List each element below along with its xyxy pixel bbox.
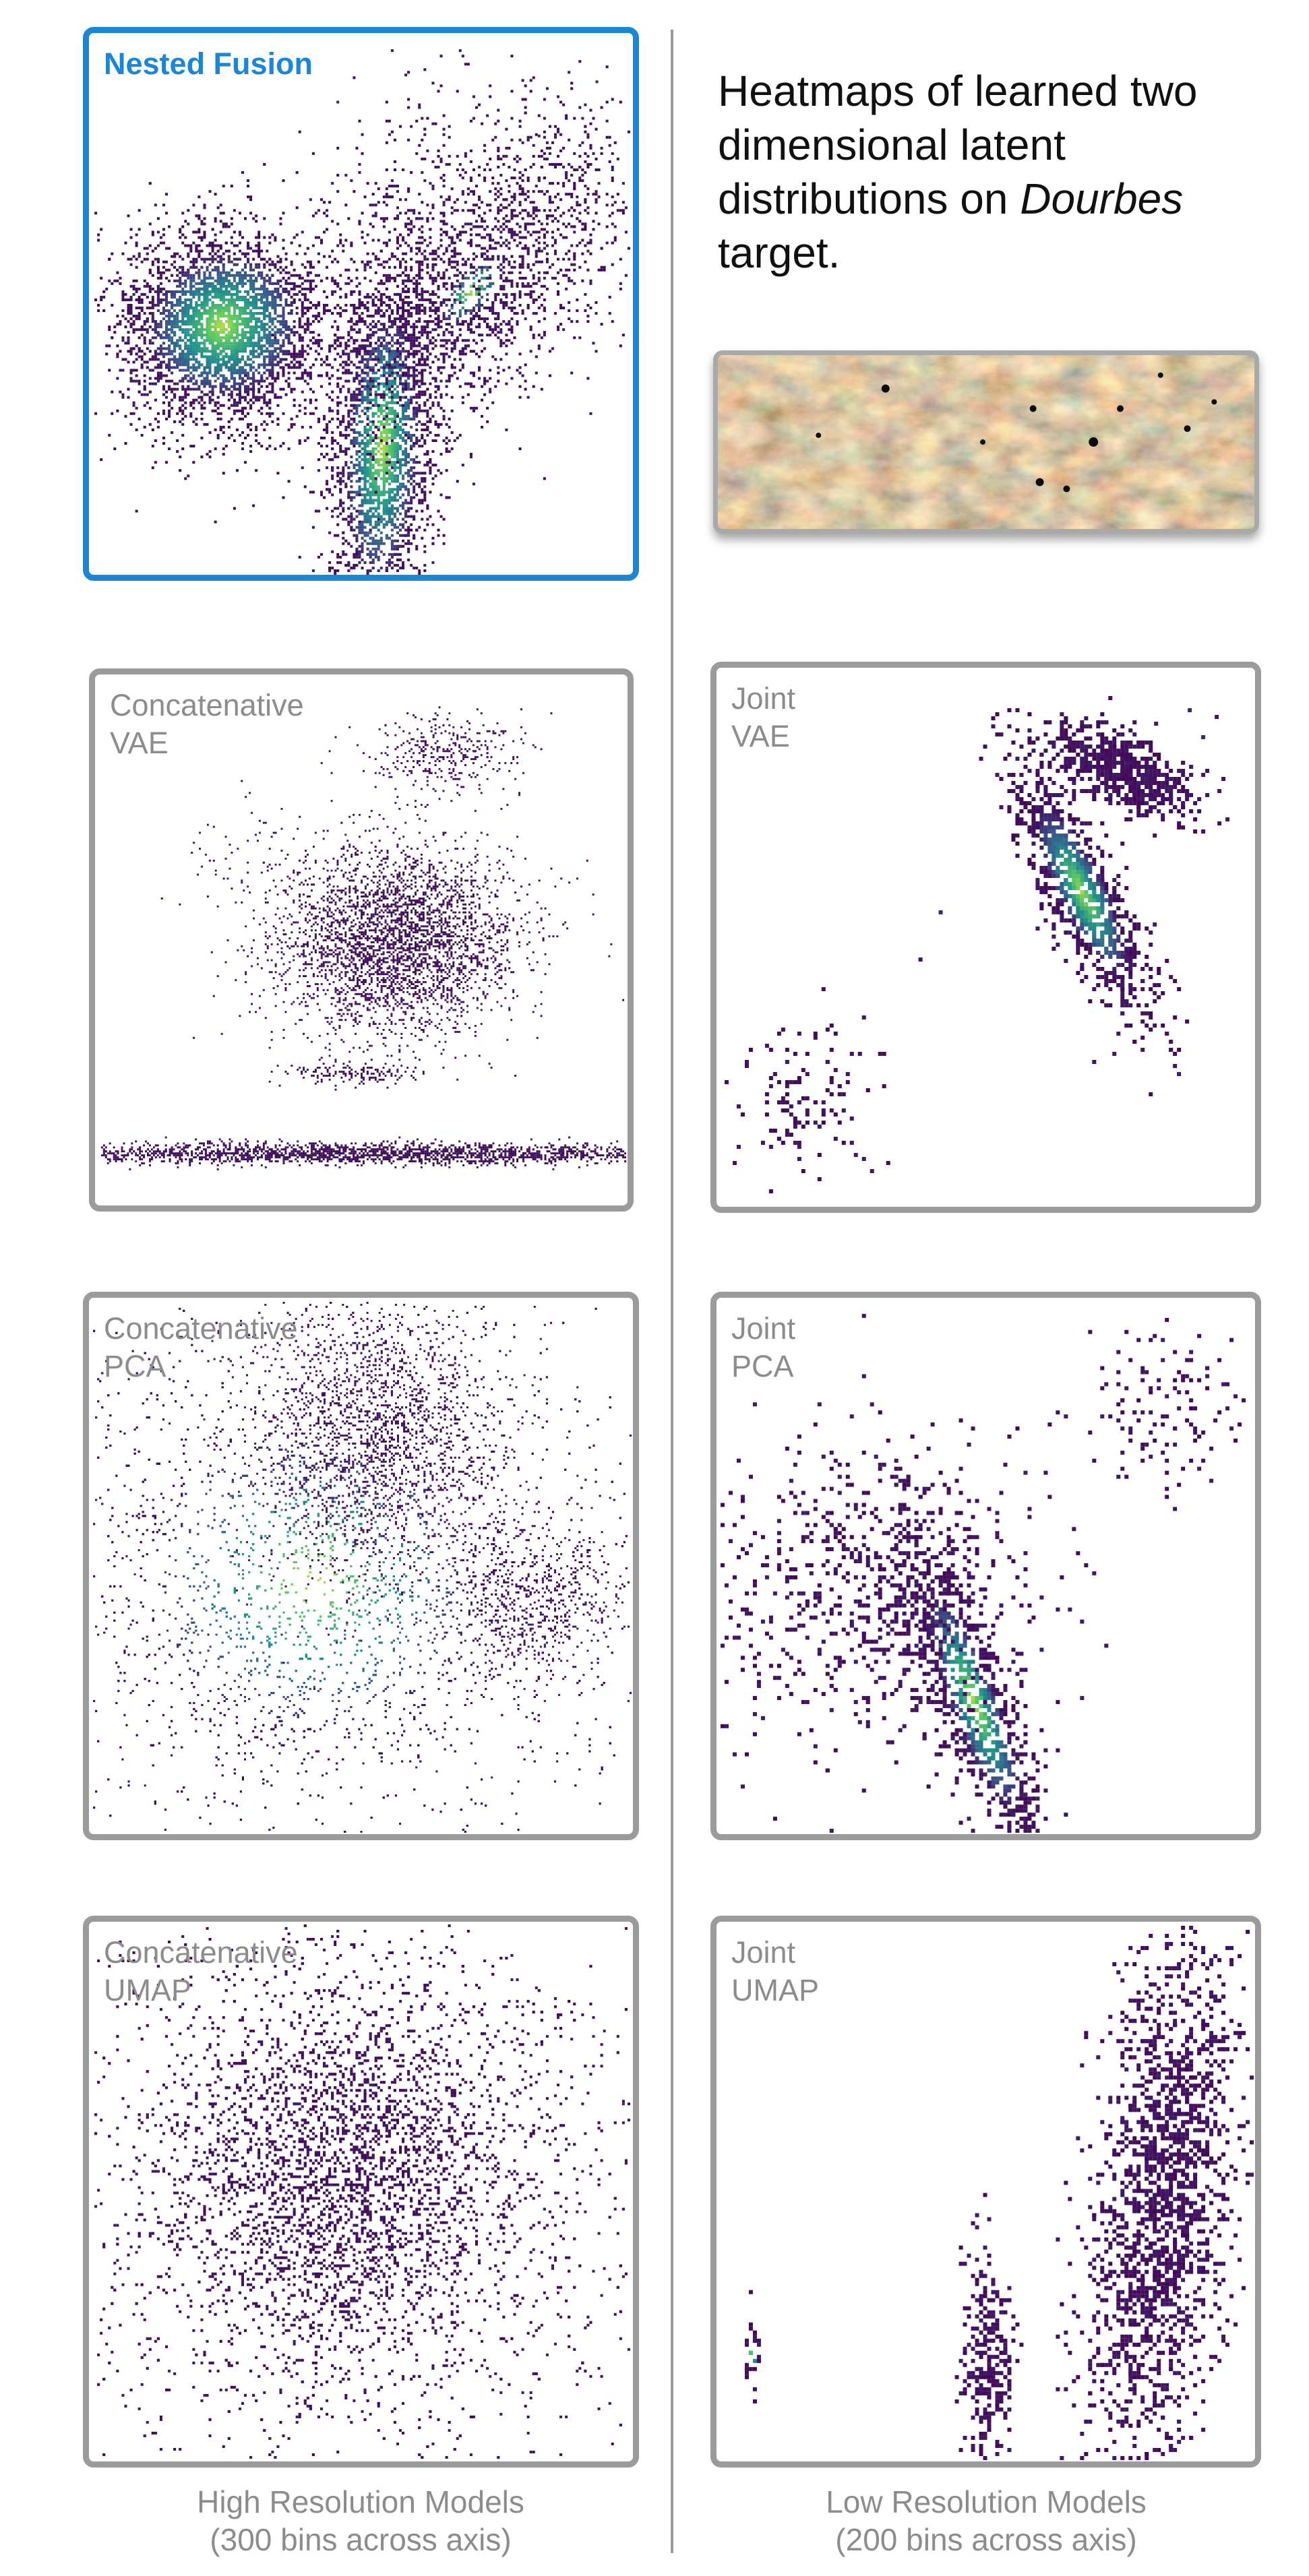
panel-nested-fusion: Nested Fusion <box>83 27 639 581</box>
panel-label: Nested Fusion <box>104 45 313 83</box>
panel-joint-umap: Joint UMAP <box>710 1916 1261 2468</box>
heatmap-nested-fusion <box>94 49 630 575</box>
panel-concatenative-vae: Concatenative VAE <box>89 668 634 1212</box>
panel-label: Joint UMAP <box>731 1934 819 2009</box>
target-image <box>713 350 1259 534</box>
heatmap-concatenative-vae <box>100 706 627 1170</box>
panel-joint-vae: Joint VAE <box>710 662 1261 1213</box>
panel-concatenative-pca: Concatenative PCA <box>83 1292 639 1840</box>
panel-joint-pca: Joint PCA <box>710 1292 1261 1840</box>
heatmap-joint-pca <box>720 1313 1246 1833</box>
caption-low-resolution: Low Resolution Models (200 bins across a… <box>706 2483 1266 2558</box>
column-divider <box>671 30 673 2553</box>
heatmap-joint-umap <box>744 1926 1254 2460</box>
panel-label: Joint PCA <box>731 1310 795 1385</box>
panel-label: Joint VAE <box>731 680 795 755</box>
panel-label: Concatenative VAE <box>110 687 304 762</box>
heatmap-joint-vae <box>724 696 1230 1193</box>
caption-high-resolution: High Resolution Models (300 bins across … <box>81 2483 640 2558</box>
heading-text: Heatmaps of learned two dimensional late… <box>718 67 1198 223</box>
figure-heading: Heatmaps of learned two dimensional late… <box>718 64 1277 280</box>
heatmap-concatenative-pca <box>93 1301 632 1833</box>
panel-label: Concatenative PCA <box>104 1310 298 1385</box>
target-texture <box>718 355 1254 529</box>
heading-target-name: Dourbes <box>1020 175 1183 223</box>
heatmap-concatenative-umap <box>94 1924 630 2459</box>
panel-label: Concatenative UMAP <box>104 1934 298 2009</box>
heading-suffix: target. <box>718 228 840 277</box>
panel-concatenative-umap: Concatenative UMAP <box>83 1916 639 2468</box>
